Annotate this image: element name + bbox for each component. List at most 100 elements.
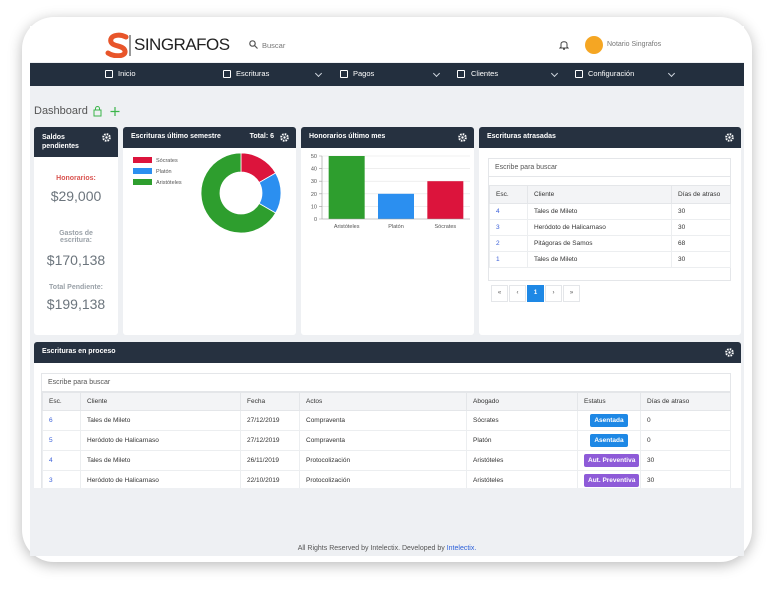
status-cell: Asentada — [577, 410, 641, 431]
footer-link[interactable]: Intelectix. — [446, 545, 477, 552]
nav-item[interactable]: Clientes — [471, 69, 499, 78]
table-row: 5 Heródoto de Halicarnaso 27/12/2019 Compra… — [42, 430, 731, 451]
status-badge: Asentada — [590, 414, 628, 427]
table-wrap: Esc. Cliente Fecha Actos Abogado Estatus Días … — [42, 392, 731, 488]
cell: Pitágoras de Samos — [527, 235, 672, 252]
cell: 0 — [640, 410, 731, 431]
page-title: Dashboard — [34, 105, 88, 117]
footer-text: All Rights Reserved by Intelectix. Devel… — [297, 545, 447, 552]
status-badge: Asentada — [590, 434, 628, 447]
column-header: Días de atraso — [640, 392, 731, 411]
logo-icon — [105, 32, 131, 58]
user-menu[interactable]: Notario Singrafos — [607, 41, 662, 48]
x-tick-label: Sócrates — [434, 224, 456, 230]
row-link[interactable]: 3 — [489, 219, 528, 236]
cell: Sócrates — [466, 410, 578, 431]
column-header: Abogado — [466, 392, 578, 411]
y-tick-label: 20 — [311, 192, 317, 198]
device-frame: SINGRAFOS Buscar Notario Singrafos Inici… — [22, 17, 752, 562]
row-link[interactable]: 6 — [42, 410, 81, 431]
label: Honorarios: — [56, 175, 96, 182]
row-link[interactable]: 1 — [489, 251, 528, 268]
cell: Heródoto de Halicarnaso — [80, 470, 241, 488]
page-button[interactable]: ‹ — [509, 285, 526, 302]
legend-label: Platón — [156, 169, 172, 175]
page-button[interactable]: 1 — [527, 285, 544, 302]
settings-icon[interactable] — [280, 133, 289, 142]
bell-icon[interactable] — [559, 39, 569, 50]
column-header: Días de atraso — [671, 185, 731, 204]
nav-item[interactable]: Inicio — [118, 69, 136, 78]
row-link[interactable]: 4 — [489, 203, 528, 220]
search-input[interactable]: Escribe para buscar — [489, 159, 730, 177]
cell: 0 — [640, 430, 731, 451]
cell: 30 — [671, 251, 731, 268]
cell: 22/10/2019 — [240, 470, 300, 488]
column-header: Estatus — [577, 392, 641, 411]
table-panel: Escribe para buscar Esc. Cliente Fecha Acto… — [41, 373, 731, 488]
status-cell: Aut. Preventiva — [577, 450, 641, 471]
settings-icon[interactable] — [725, 133, 734, 142]
pie-slice — [200, 152, 277, 234]
cell: 30 — [671, 203, 731, 220]
page-button[interactable]: « — [491, 285, 508, 302]
card-title: Escrituras atrasadas — [479, 127, 741, 148]
column-header: Actos — [299, 392, 467, 411]
header-row: Esc. Cliente Días de atraso — [489, 185, 731, 204]
card-title: Saldos pendientes — [34, 127, 118, 157]
row-link[interactable]: 3 — [42, 470, 81, 488]
header-row: Esc. Cliente Fecha Actos Abogado Estatus Días … — [42, 392, 731, 411]
table-row: 3 Heródoto de Halicarnaso 30 — [489, 219, 731, 236]
page-button[interactable]: » — [563, 285, 580, 302]
search-input[interactable]: Escribe para buscar — [42, 374, 730, 392]
card-title: Escrituras en proceso — [34, 342, 741, 363]
label: Total Pendiente: — [49, 284, 103, 291]
cell: Tales de Mileto — [527, 203, 672, 220]
y-tick-label: 0 — [314, 217, 317, 223]
user-avatar[interactable] — [585, 36, 603, 54]
top-bar: SINGRAFOS Buscar Notario Singrafos — [30, 26, 744, 62]
y-tick-label: 40 — [311, 167, 317, 173]
bar — [378, 193, 414, 219]
cell: Protocolización — [299, 470, 467, 488]
row-link[interactable]: 2 — [489, 235, 528, 252]
search-input[interactable]: Buscar — [262, 41, 286, 50]
cell: Compraventa — [299, 410, 467, 431]
y-tick-label: 50 — [311, 154, 317, 160]
settings-icon[interactable] — [458, 133, 467, 142]
table-head: Esc. Cliente Fecha Actos Abogado Estatus Días … — [42, 392, 731, 411]
amount: $199,138 — [46, 296, 106, 312]
amount: $170,138 — [46, 252, 106, 268]
proceso-card: Escrituras en proceso Escribe para busca… — [34, 342, 741, 488]
semestre-card: Escrituras último semestre Total: 6 Sócr… — [123, 127, 296, 335]
nav-item[interactable]: Configuración — [588, 69, 635, 78]
cell: Aristóteles — [466, 470, 578, 488]
cell: Protocolización — [299, 450, 467, 471]
settings-icon[interactable] — [102, 133, 111, 142]
cell: 30 — [640, 470, 731, 488]
table-body: 6 Tales de Mileto 27/12/2019 Compraventa Sóc… — [42, 410, 731, 488]
legend-swatch — [133, 179, 152, 185]
cell: 27/12/2019 — [240, 410, 300, 431]
nav-item[interactable]: Escrituras — [236, 69, 270, 78]
total: Total: 6 — [249, 133, 274, 140]
x-tick-label: Platón — [388, 224, 404, 230]
footer: All Rights Reserved by Intelectix. Devel… — [30, 545, 744, 552]
cell: Platón — [466, 430, 578, 451]
cell: 68 — [671, 235, 731, 252]
row-link[interactable]: 4 — [42, 450, 81, 471]
x-tick-label: Aristóteles — [334, 224, 360, 230]
cell: Tales de Mileto — [527, 251, 672, 268]
donut-chart: Sócrates Platón Aristóteles — [133, 152, 282, 234]
status-badge: Aut. Preventiva — [584, 454, 640, 467]
screen: SINGRAFOS Buscar Notario Singrafos Inici… — [30, 26, 744, 556]
bar-chart: 0 10 20 30 40 50 Aristóteles Platón Sócrates — [311, 154, 470, 230]
nav-item[interactable]: Pagos — [353, 69, 375, 78]
cell: 30 — [640, 450, 731, 471]
legend-label: Aristóteles — [156, 180, 182, 186]
table-panel: Escribe para buscar Esc. Cliente Días de a… — [488, 158, 731, 281]
table-row: 4 Tales de Mileto 30 — [489, 203, 731, 220]
row-link[interactable]: 5 — [42, 430, 81, 451]
page-button[interactable]: › — [545, 285, 562, 302]
settings-icon[interactable] — [725, 348, 734, 357]
